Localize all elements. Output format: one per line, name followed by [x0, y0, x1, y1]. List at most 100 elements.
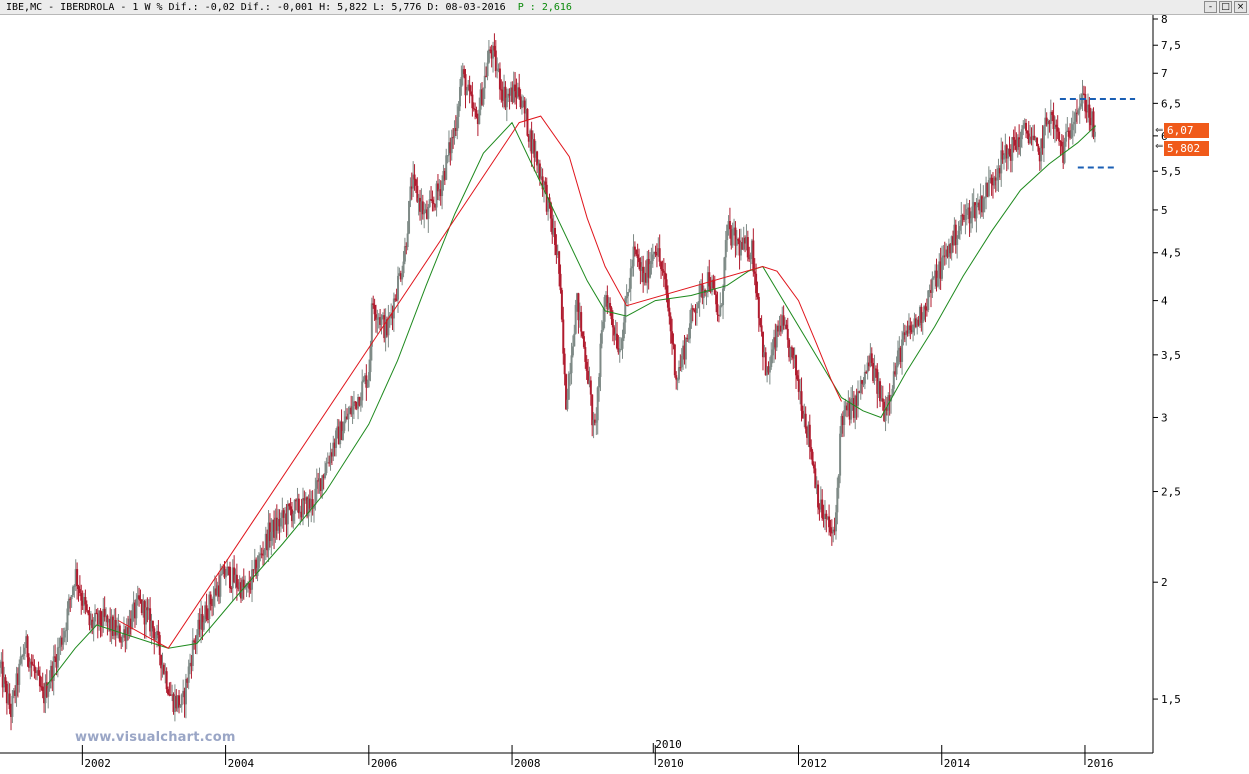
candle-body — [1055, 124, 1058, 128]
candle-body — [300, 511, 303, 518]
candle-body — [143, 601, 146, 625]
candle-body — [383, 315, 386, 339]
candle-body — [508, 93, 511, 96]
candle-body — [587, 370, 590, 384]
candle-body — [22, 653, 25, 656]
candle-body — [295, 499, 298, 502]
candle-body — [1071, 124, 1074, 131]
candle-body — [18, 663, 21, 685]
candle-body — [828, 516, 831, 528]
candle-body — [417, 197, 420, 202]
candle-body — [947, 244, 950, 257]
candle-body — [30, 661, 33, 665]
candle-body — [976, 202, 979, 206]
candle-body — [941, 257, 944, 279]
candle-body — [498, 68, 501, 90]
candle-body — [406, 233, 409, 248]
candle-body — [731, 228, 734, 246]
candle-body — [859, 380, 862, 393]
candle-body — [48, 682, 51, 689]
candle-body — [357, 396, 360, 409]
candle-body — [658, 248, 661, 262]
candle-body — [179, 705, 182, 708]
candle-body — [423, 210, 426, 215]
candle-body — [998, 168, 1001, 174]
candle-body — [654, 251, 657, 254]
candle-body — [482, 88, 485, 105]
candle-body — [464, 74, 467, 96]
watermark: www.visualchart.com — [75, 730, 236, 745]
candle-body — [94, 612, 97, 622]
chart-header: IBE,MC - IBERDROLA - 1 W % Dif.: -0,02 D… — [0, 0, 1249, 15]
candle-body — [355, 401, 358, 409]
candle-body — [676, 379, 679, 381]
candle-body — [592, 419, 595, 426]
candle-body — [702, 289, 705, 299]
candle-body — [106, 615, 109, 623]
candle-body — [934, 270, 937, 278]
candle-body — [811, 451, 814, 465]
candle-body — [560, 290, 563, 320]
candle-body — [895, 365, 898, 375]
candle-body — [317, 480, 320, 482]
candle-body — [424, 209, 427, 211]
candle-body — [211, 604, 214, 606]
candle-body — [728, 221, 731, 230]
candle-body — [752, 240, 755, 272]
candle-body — [990, 177, 993, 184]
candle-body — [377, 317, 380, 319]
candle-body — [275, 517, 278, 531]
candle-body — [711, 279, 714, 292]
candle-body — [133, 602, 136, 619]
candle-body — [582, 336, 585, 348]
candle-body — [431, 199, 434, 204]
candle-body — [760, 325, 763, 332]
minimize-button[interactable]: - — [1204, 1, 1217, 13]
performance-value: P : 2,616 — [517, 2, 572, 13]
candle-body — [1093, 131, 1096, 137]
candle-body — [646, 258, 649, 283]
candle-body — [299, 511, 302, 514]
candle-body — [271, 519, 274, 532]
candle-body — [957, 230, 960, 239]
candle-body — [571, 346, 574, 356]
price-arrow-icon: ⇐ — [1155, 141, 1164, 152]
candle-body — [330, 452, 333, 457]
candle-body — [3, 677, 6, 688]
candle-body — [252, 569, 255, 571]
candle-body — [905, 330, 908, 336]
candle-body — [912, 324, 915, 333]
x-tick-label: 2004 — [228, 757, 255, 770]
candle-body — [602, 321, 605, 331]
candle-body — [554, 227, 557, 245]
candle-body — [310, 499, 313, 509]
candle-body — [632, 246, 635, 267]
candle-body — [669, 316, 672, 332]
candle-body — [1018, 137, 1021, 148]
candle-body — [91, 619, 94, 628]
candle-body — [684, 337, 687, 360]
price-chart[interactable]: 87,576,565,554,543,532,521,5200220042006… — [0, 15, 1249, 774]
y-tick-label: 3 — [1161, 411, 1168, 424]
candle-body — [297, 498, 300, 514]
candle-body — [176, 695, 179, 709]
candle-body — [523, 100, 526, 114]
candle-body — [47, 688, 50, 697]
candle-body — [380, 316, 383, 325]
candle-body — [1066, 130, 1069, 132]
candle-body — [60, 637, 63, 645]
candle-body — [201, 613, 204, 630]
candle-body — [779, 325, 782, 332]
candle-body — [806, 428, 809, 438]
candle-body — [319, 478, 322, 492]
candle-body — [863, 371, 866, 384]
candle-body — [952, 236, 955, 246]
candle-body — [251, 569, 254, 590]
candle-body — [105, 615, 108, 618]
maximize-button[interactable]: □ — [1219, 1, 1232, 13]
candle-body — [54, 656, 57, 658]
candle-body — [366, 380, 369, 388]
close-button[interactable]: × — [1234, 1, 1247, 13]
candle-body — [376, 317, 379, 320]
candle-body — [682, 345, 685, 356]
